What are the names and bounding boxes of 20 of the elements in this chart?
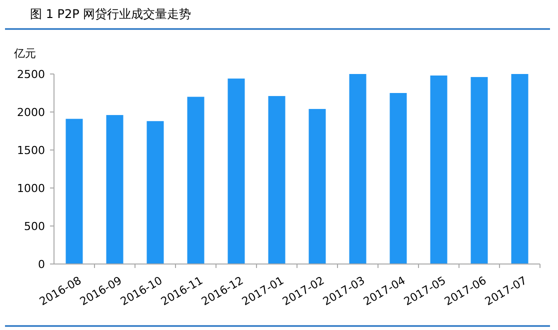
bar — [187, 96, 204, 264]
bar — [66, 118, 83, 264]
bar — [308, 108, 326, 264]
bar — [390, 93, 407, 264]
bar — [470, 77, 488, 264]
y-tick-label: 1500 — [17, 144, 45, 157]
bar — [430, 76, 448, 264]
y-tick-label: 2500 — [17, 68, 45, 81]
bar — [146, 121, 164, 264]
chart-title: 图 1 P2P 网贷行业成交量走势 — [30, 7, 192, 21]
y-tick-label: 0 — [38, 258, 45, 271]
bar — [511, 74, 528, 264]
bar — [268, 96, 286, 264]
bar — [106, 115, 124, 264]
y-tick-label: 2000 — [17, 106, 45, 119]
bar — [349, 74, 366, 264]
y-tick-label: 1000 — [17, 182, 45, 195]
bar — [228, 78, 245, 264]
y-axis-title: 亿元 — [13, 47, 36, 60]
y-tick-label: 500 — [24, 220, 45, 233]
